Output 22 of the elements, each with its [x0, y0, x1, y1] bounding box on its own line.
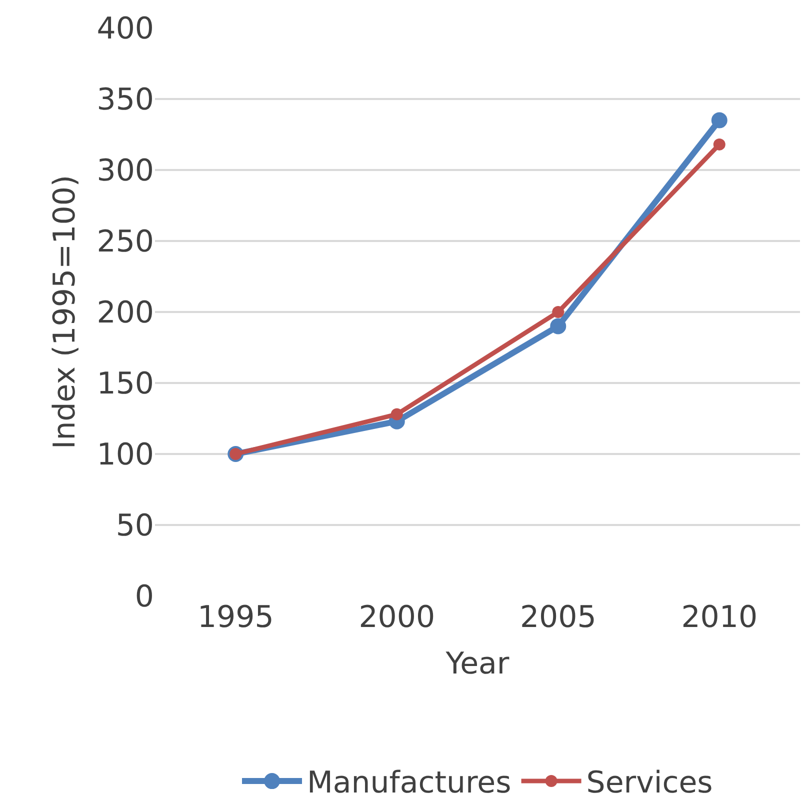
x-axis-title: Year — [444, 646, 510, 682]
y-tick-label: 400 — [96, 12, 154, 46]
y-tick-label: 350 — [96, 82, 154, 118]
y-tick-label: 150 — [96, 366, 154, 402]
y-axis-title: Index (1995=100) — [48, 174, 83, 450]
y-tick-label: 250 — [96, 224, 154, 260]
point — [390, 408, 403, 420]
point — [711, 112, 728, 128]
x-tick-label: 1995 — [197, 600, 274, 635]
y-tick-label: 200 — [96, 296, 154, 330]
point — [552, 306, 564, 318]
y-tick-label: 300 — [96, 154, 154, 188]
legend-label: Services — [586, 766, 713, 801]
x-tick-label: 2010 — [681, 600, 758, 635]
y-tick-label: 100 — [96, 438, 154, 472]
y-tick-label: 50 — [116, 508, 154, 544]
point — [550, 318, 566, 334]
x-tick-label: 2005 — [520, 600, 596, 635]
point — [713, 138, 726, 150]
legend-label: Manufactures — [307, 766, 512, 801]
y-tick-label: 0 — [134, 580, 154, 614]
x-tick-label: 2000 — [358, 600, 436, 635]
